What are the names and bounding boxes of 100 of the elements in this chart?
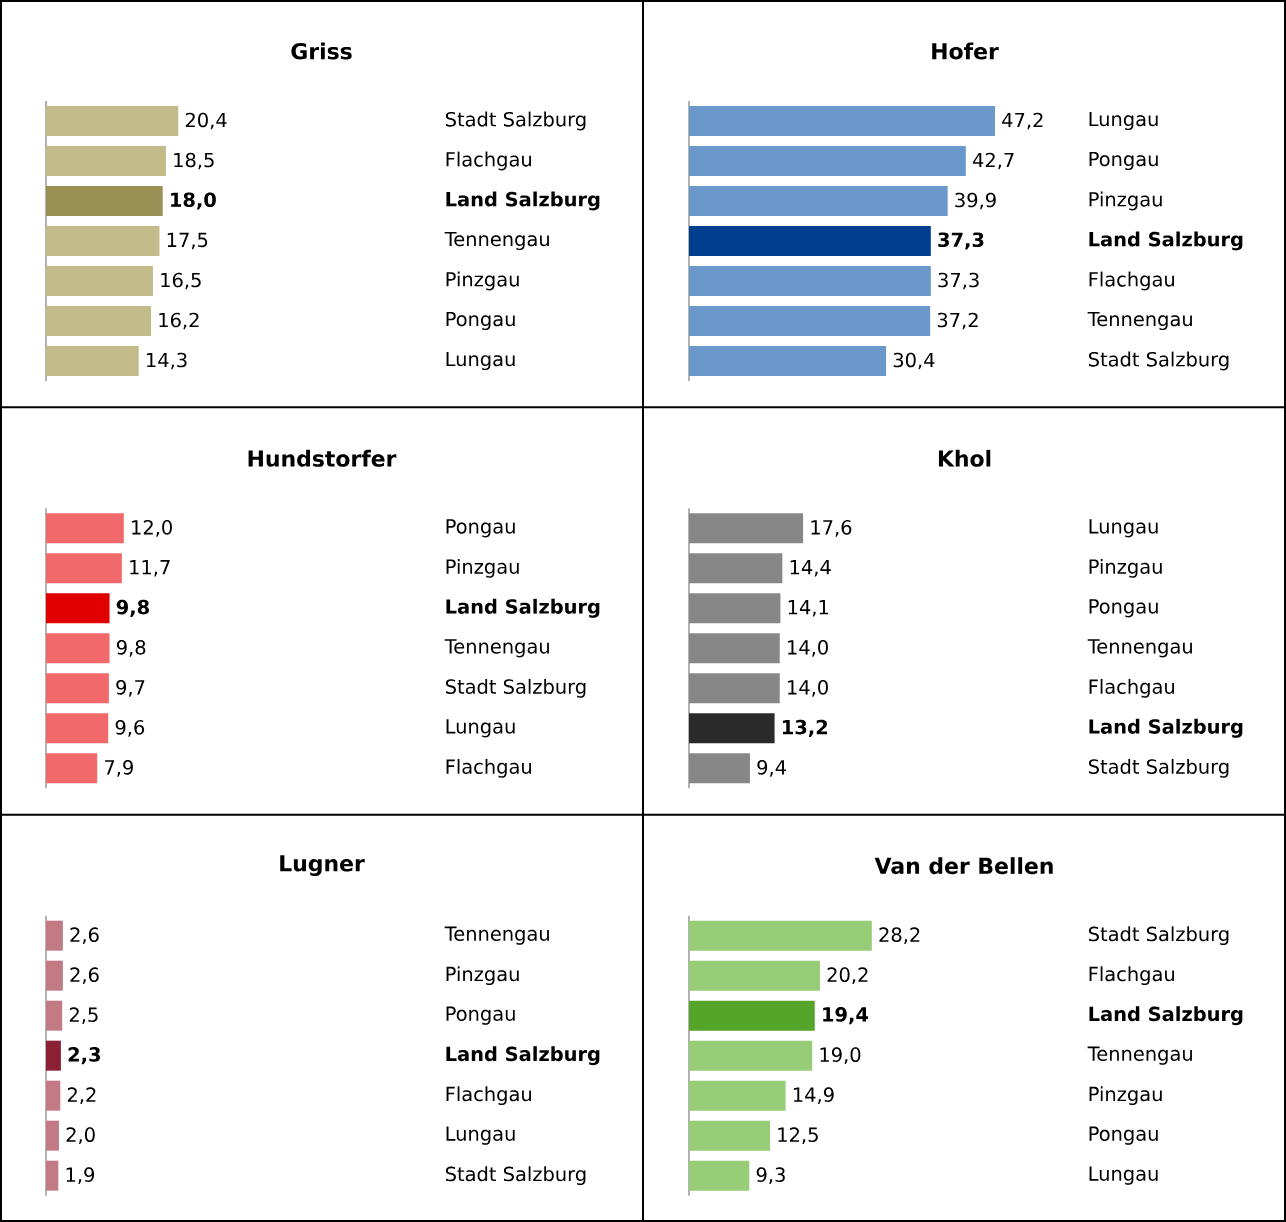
data-label: 14,0 xyxy=(788,639,828,657)
y-tick-label: Pongau xyxy=(446,311,515,331)
bar xyxy=(46,105,179,136)
y-tick-label: Land Salzburg xyxy=(1089,718,1243,738)
bar xyxy=(46,553,122,584)
bar xyxy=(689,633,780,664)
bar xyxy=(689,960,820,991)
bar xyxy=(689,753,750,784)
y-tick-label: Land Salzburg xyxy=(1089,231,1243,251)
data-label: 9,8 xyxy=(116,639,146,657)
y-tick-label: Stadt Salzburg xyxy=(445,111,586,131)
y-tick-label: Flachgau xyxy=(446,1086,531,1106)
bar xyxy=(46,345,139,376)
bar xyxy=(46,185,163,216)
bar xyxy=(689,265,931,296)
bar xyxy=(689,553,783,584)
data-label: 37,3 xyxy=(938,272,979,290)
y-tick-label: Flachgau xyxy=(1089,678,1174,698)
data-label: 9,3 xyxy=(756,1167,785,1184)
bar xyxy=(46,713,109,744)
data-label: 2,6 xyxy=(70,967,99,984)
y-tick-label: Flachgau xyxy=(1089,966,1174,986)
y-tick-label: Stadt Salzburg xyxy=(1088,351,1229,371)
data-label: 39,9 xyxy=(955,192,996,210)
bar xyxy=(689,593,781,624)
data-label: 28,2 xyxy=(879,927,920,944)
bar xyxy=(689,145,966,176)
bar xyxy=(46,593,110,624)
data-label: 47,2 xyxy=(1002,112,1043,130)
data-label: 37,2 xyxy=(937,312,978,330)
data-label: 9,8 xyxy=(116,599,149,617)
y-tick-label: Flachgau xyxy=(446,151,531,171)
chart-title: Hofer xyxy=(932,42,999,60)
bar xyxy=(689,1000,815,1031)
text: Van der Bellen xyxy=(874,857,1053,875)
text: Hundstorfer xyxy=(248,449,397,467)
bar xyxy=(46,633,110,664)
data-label: 2,6 xyxy=(70,927,99,944)
bar xyxy=(689,1160,750,1191)
y-tick-label: Flachgau xyxy=(1089,271,1174,291)
y-tick-label: Lungau xyxy=(1089,519,1158,538)
data-label: 14,3 xyxy=(147,352,187,370)
y-tick-label: Tennengau xyxy=(1087,639,1192,658)
y-tick-label: Tennengau xyxy=(1087,1046,1192,1065)
data-label: 18,0 xyxy=(171,192,216,210)
bar xyxy=(689,1080,786,1111)
data-label: 14,4 xyxy=(790,560,831,577)
data-label: 2,0 xyxy=(66,1127,95,1144)
data-label: 12,5 xyxy=(778,1127,818,1144)
bar xyxy=(689,305,931,336)
y-tick-label: Land Salzburg xyxy=(446,598,600,618)
y-tick-label: Pongau xyxy=(1089,1126,1158,1145)
data-label: 42,7 xyxy=(972,152,1014,170)
data-label: 14,0 xyxy=(788,679,828,697)
y-tick-label: Pongau xyxy=(446,1006,515,1025)
data-label: 19,0 xyxy=(820,1047,861,1064)
bar xyxy=(689,1040,813,1071)
y-tick-label: Flachgau xyxy=(446,758,531,778)
data-label: 2,2 xyxy=(67,1087,96,1104)
bar xyxy=(689,185,948,216)
y-tick-label: Lungau xyxy=(1089,111,1158,131)
bar xyxy=(689,713,775,744)
bar xyxy=(689,105,995,136)
data-label: 12,0 xyxy=(132,519,172,537)
data-label: 20,4 xyxy=(185,112,227,130)
bar xyxy=(46,673,109,704)
y-tick-label: Pongau xyxy=(446,519,515,538)
y-tick-label: Pinzgau xyxy=(1089,191,1162,211)
data-label: 9,7 xyxy=(116,679,145,697)
data-label: 2,5 xyxy=(69,1007,98,1024)
data-label: 14,9 xyxy=(793,1087,834,1104)
y-tick-label: Pongau xyxy=(1089,599,1158,618)
bar xyxy=(46,225,160,256)
bar xyxy=(46,265,153,296)
data-label: 19,4 xyxy=(823,1007,869,1025)
data-label: 37,3 xyxy=(938,232,984,250)
y-tick-label: Pinzgau xyxy=(1089,558,1162,578)
bar xyxy=(46,513,124,544)
text: Lugner xyxy=(280,855,365,877)
bar xyxy=(689,513,804,544)
data-label: 9,4 xyxy=(757,759,786,777)
y-tick-label: Stadt Salzburg xyxy=(445,678,586,698)
data-label: 1,9 xyxy=(66,1167,95,1184)
data-label: 16,2 xyxy=(159,312,199,330)
data-label: 9,6 xyxy=(115,719,145,737)
text: Griss xyxy=(291,42,352,60)
data-label: 30,4 xyxy=(893,352,935,370)
y-tick-label: Stadt Salzburg xyxy=(1088,758,1229,778)
data-label: 7,9 xyxy=(105,759,133,777)
y-tick-label: Pinzgau xyxy=(446,558,519,578)
data-label: 18,5 xyxy=(174,152,214,170)
data-label: 17,6 xyxy=(811,519,852,537)
data-label: 20,2 xyxy=(827,967,868,984)
data-label: 17,5 xyxy=(167,232,208,250)
data-label: 14,1 xyxy=(788,600,829,617)
y-tick-label: Pinzgau xyxy=(1089,1086,1162,1106)
y-tick-label: Tennengau xyxy=(1087,311,1192,331)
data-label: 13,2 xyxy=(782,719,828,737)
data-label: 11,7 xyxy=(130,560,170,577)
bar xyxy=(46,145,166,176)
